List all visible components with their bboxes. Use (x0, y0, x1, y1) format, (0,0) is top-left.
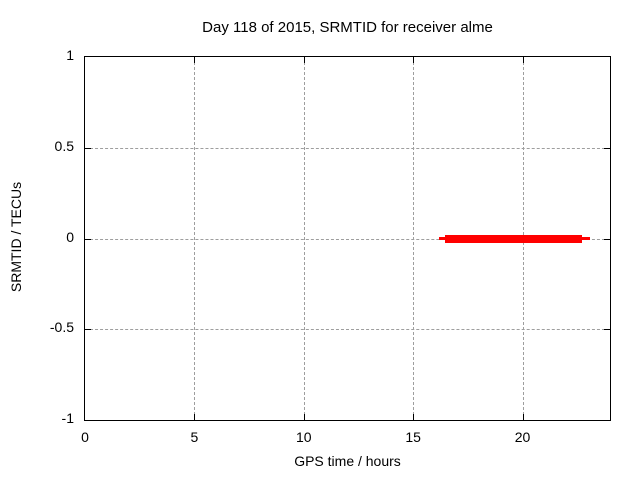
x-tick-mark (413, 414, 415, 420)
x-tick-mark (522, 57, 524, 63)
series-line (444, 234, 582, 243)
y-tick-mark (85, 329, 91, 331)
x-tick-label: 5 (190, 429, 199, 445)
plot-area (84, 56, 611, 421)
y-gridline (85, 238, 610, 240)
y-tick-label: 1 (66, 47, 74, 63)
y-tick-mark (604, 238, 610, 240)
y-gridline (85, 147, 610, 149)
x-axis-label: GPS time / hours (294, 453, 401, 469)
x-tick-mark (413, 57, 415, 63)
y-axis-label: SRMTID / TECUs (8, 181, 24, 293)
y-tick-label: -0.5 (49, 319, 74, 336)
x-tick-mark (194, 414, 196, 420)
y-tick-mark (85, 147, 91, 149)
x-tick-label: 10 (295, 429, 312, 445)
chart-title: Day 118 of 2015, SRMTID for receiver alm… (202, 19, 493, 36)
x-tick-label: 0 (81, 429, 89, 445)
x-tick-mark (194, 57, 196, 63)
x-tick-label: 20 (514, 429, 531, 445)
x-tick-mark (522, 414, 524, 420)
y-tick-mark (604, 147, 610, 149)
x-tick-mark (303, 414, 305, 420)
y-tick-mark (604, 329, 610, 331)
y-gridline (85, 329, 610, 331)
y-tick-label: -1 (61, 410, 74, 426)
x-tick-label: 15 (405, 429, 421, 445)
x-tick-mark (303, 57, 305, 63)
y-tick-mark (85, 238, 91, 240)
y-tick-label: 0 (66, 228, 74, 245)
y-tick-label: 0.5 (54, 137, 74, 154)
